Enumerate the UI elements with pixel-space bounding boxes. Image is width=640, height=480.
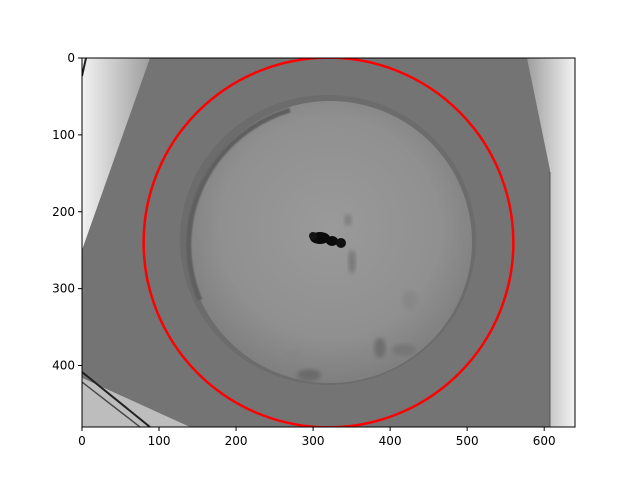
x-tick-label: 600 [533, 434, 556, 448]
y-tick-label: 0 [67, 51, 75, 65]
dish-inner-shadow [186, 107, 291, 301]
floor-mark-3 [374, 338, 386, 358]
y-tick-label: 100 [52, 128, 75, 142]
floor-mark-6 [285, 351, 301, 361]
bottom-left-edge-line-2 [82, 381, 141, 427]
x-tick-label: 100 [148, 434, 171, 448]
floor-mark-4 [392, 344, 416, 356]
floor-mark-5 [297, 369, 321, 381]
floor-mark-1 [348, 250, 356, 274]
overlay-circle [142, 58, 515, 427]
axes-frame [81, 57, 576, 428]
x-tick-label: 0 [78, 434, 86, 448]
x-axis: 0 100 200 300 400 500 600 [78, 427, 556, 448]
x-tick-label: 500 [456, 434, 479, 448]
y-axis: 0 100 200 300 400 [52, 51, 82, 373]
image-area [82, 58, 575, 427]
floor-mark-2 [344, 214, 352, 226]
y-tick-label: 200 [52, 205, 75, 219]
bottom-left-corner [82, 378, 190, 427]
bottom-left-edge-line [82, 371, 151, 427]
y-tick-label: 300 [52, 282, 75, 296]
x-tick-label: 400 [379, 434, 402, 448]
subject-blob [309, 232, 346, 248]
top-left-edge-line [82, 58, 87, 77]
floor-mark-7 [402, 290, 418, 310]
x-tick-label: 300 [302, 434, 325, 448]
y-tick-label: 400 [52, 359, 75, 373]
x-tick-label: 200 [225, 434, 248, 448]
